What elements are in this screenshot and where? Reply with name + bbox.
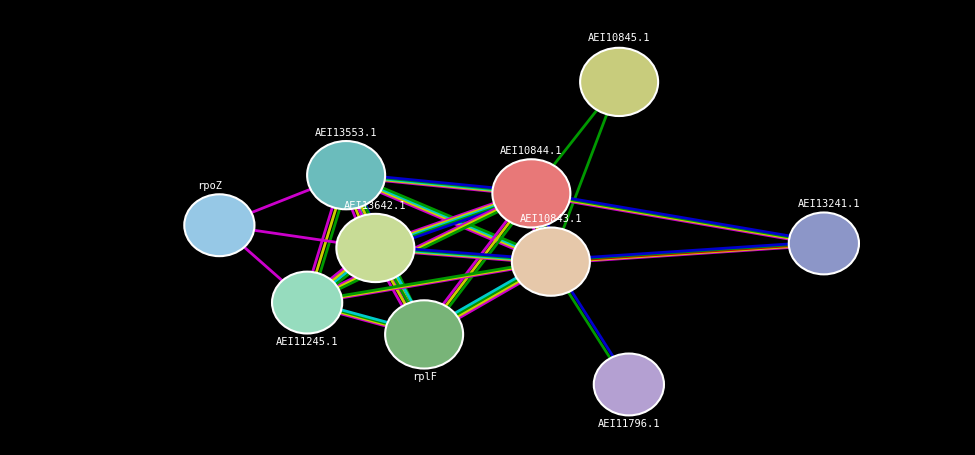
Text: AEI10844.1: AEI10844.1 (500, 146, 563, 156)
Text: AEI13642.1: AEI13642.1 (344, 201, 407, 211)
Ellipse shape (307, 141, 385, 209)
Ellipse shape (184, 194, 254, 256)
Text: rpoZ: rpoZ (197, 181, 222, 191)
Text: AEI13241.1: AEI13241.1 (798, 199, 860, 209)
Ellipse shape (492, 159, 570, 228)
Text: AEI10843.1: AEI10843.1 (520, 214, 582, 224)
Text: AEI11796.1: AEI11796.1 (598, 419, 660, 429)
Ellipse shape (580, 48, 658, 116)
Ellipse shape (272, 272, 342, 334)
Ellipse shape (512, 228, 590, 296)
Ellipse shape (385, 300, 463, 369)
Ellipse shape (594, 354, 664, 415)
Ellipse shape (789, 212, 859, 274)
Text: AEI10845.1: AEI10845.1 (588, 33, 650, 43)
Ellipse shape (336, 214, 414, 282)
Text: AEI11245.1: AEI11245.1 (276, 337, 338, 347)
Text: rplF: rplF (411, 372, 437, 382)
Text: AEI13553.1: AEI13553.1 (315, 128, 377, 138)
